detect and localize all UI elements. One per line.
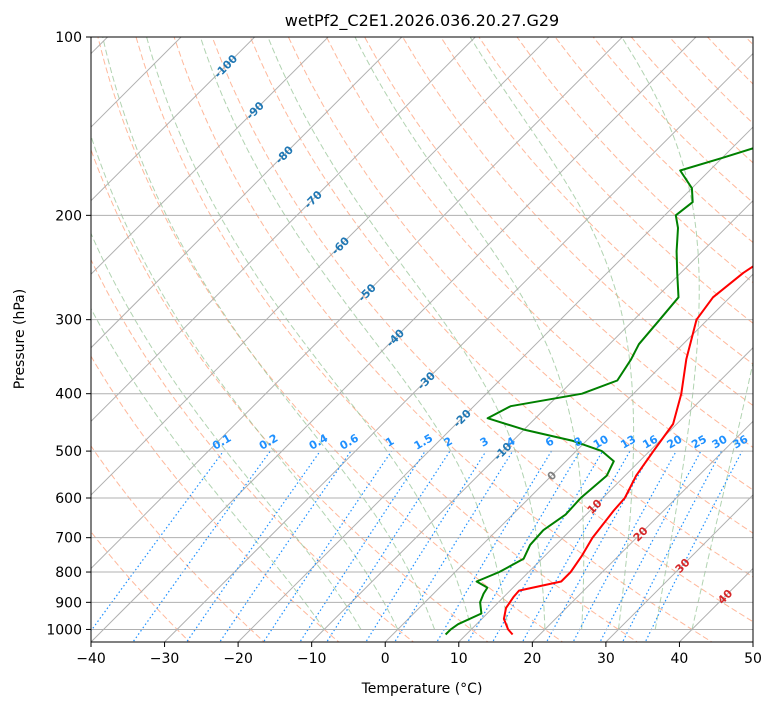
skewed-isotherm-line — [457, 347, 753, 642]
skewed-isotherm-line — [310, 199, 753, 642]
dry-adiabat-line — [478, 37, 753, 324]
skewed-isotherm-line — [91, 37, 477, 423]
x-tick-label: −30 — [150, 651, 180, 667]
moist-adiabat-line — [91, 134, 399, 630]
x-axis-ticks: −40 −30 −20 −10 0 10 20 30 40 50 — [76, 642, 762, 667]
y-tick-label: 700 — [55, 531, 82, 547]
y-tick-label: 200 — [55, 208, 82, 224]
mixing-ratio-line — [262, 450, 392, 642]
moist-adiabat-line — [354, 37, 585, 630]
moist-adiabat-line — [199, 37, 509, 630]
x-tick-label: −10 — [297, 651, 327, 667]
y-tick-label: 300 — [55, 313, 82, 329]
skewed-isotherm-line — [605, 494, 753, 642]
moist-adiabat-line — [91, 232, 362, 630]
mixing-ratio-line — [325, 450, 451, 642]
plot-frame — [90, 36, 754, 643]
y-tick-label: 900 — [55, 595, 82, 611]
skewed-isotherm-line — [91, 37, 256, 202]
moist-adiabat-line — [102, 37, 436, 630]
x-tick-label: 50 — [744, 651, 762, 667]
x-axis-label: Temperature (°C) — [361, 681, 483, 697]
y-tick-label: 100 — [55, 30, 82, 46]
y-tick-label: 1000 — [46, 622, 82, 638]
y-tick-label: 400 — [55, 387, 82, 403]
moist-adiabat-line — [267, 37, 546, 630]
y-axis-ticks: 100 200 300 400 500 600 700 800 900 1000 — [46, 30, 91, 638]
y-tick-label: 800 — [55, 565, 82, 581]
dewpoint-profile-line — [444, 147, 753, 636]
pressure-grid — [91, 37, 753, 630]
moist-adiabat-line — [691, 360, 753, 630]
dry-adiabat-line — [91, 445, 265, 642]
dry-adiabat-line — [402, 37, 753, 407]
y-tick-label: 600 — [55, 491, 82, 507]
x-tick-label: 0 — [381, 651, 390, 667]
plot-area — [91, 37, 753, 642]
x-tick-label: −20 — [223, 651, 253, 667]
skewed-isotherm-line — [91, 37, 624, 570]
moist-adiabat-line — [621, 37, 700, 630]
mixing-ratio-line — [132, 450, 271, 642]
profile-lines — [444, 147, 753, 636]
moist-adiabat-line — [469, 37, 635, 630]
dry-adiabat-line — [364, 37, 753, 449]
mixing-ratio-line — [91, 450, 224, 632]
y-tick-label: 500 — [55, 444, 82, 460]
skewed-isotherm-line — [531, 420, 753, 642]
x-tick-label: 10 — [450, 651, 468, 667]
x-tick-label: −40 — [76, 651, 106, 667]
dry-adiabat-line — [211, 37, 753, 623]
mixing-ratio-line — [394, 450, 514, 642]
skewed-isotherm-line — [91, 37, 550, 496]
mixing-ratio-line — [185, 450, 321, 642]
mixing-ratio-line — [467, 450, 581, 642]
temperature-profile-line — [502, 265, 753, 636]
skewed-isotherm-line — [163, 52, 753, 642]
mixing-ratio-line — [219, 450, 352, 642]
dry-adiabat-line — [97, 37, 564, 642]
skewed-isotherm-line — [91, 37, 403, 349]
mixing-ratio-line — [299, 450, 426, 642]
x-tick-label: 40 — [671, 651, 689, 667]
skewed-isotherm-line — [91, 37, 697, 642]
mixing-ratio-line — [599, 450, 702, 642]
mixing-ratio-line — [365, 450, 487, 642]
mixing-ratio-line — [572, 450, 677, 642]
x-tick-label: 20 — [523, 651, 541, 667]
dry-adiabat-line — [249, 37, 753, 578]
skewed-isotherm-line — [91, 37, 329, 275]
chart-title: wetPf2_C2E1.2026.036.20.27.G29 — [285, 11, 559, 31]
x-tick-label: 30 — [597, 651, 615, 667]
y-axis-label: Pressure (hPa) — [12, 289, 28, 389]
mixing-ratio-line — [621, 450, 722, 642]
